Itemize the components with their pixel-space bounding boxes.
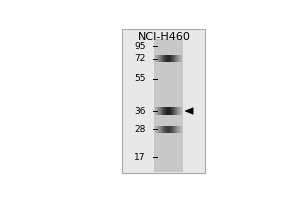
Bar — [161, 126, 162, 133]
Bar — [171, 126, 172, 133]
Bar — [178, 107, 179, 115]
Bar — [177, 55, 178, 62]
Bar — [179, 55, 180, 62]
Bar — [179, 126, 180, 133]
Bar — [158, 55, 159, 62]
Bar — [162, 126, 163, 133]
Bar — [164, 126, 165, 133]
Bar — [178, 126, 179, 133]
Bar — [178, 55, 179, 62]
Bar — [172, 55, 173, 62]
Bar — [155, 107, 156, 115]
Bar — [159, 107, 160, 115]
Bar — [157, 126, 158, 133]
Bar — [177, 107, 178, 115]
Bar — [177, 126, 178, 133]
Text: NCI-H460: NCI-H460 — [138, 32, 191, 42]
Bar — [160, 107, 161, 115]
Bar — [176, 55, 177, 62]
Bar — [165, 55, 166, 62]
Bar — [181, 126, 182, 133]
Bar — [161, 55, 162, 62]
Text: 17: 17 — [134, 153, 146, 162]
Bar — [168, 107, 169, 115]
Bar — [179, 107, 180, 115]
Bar — [174, 107, 175, 115]
Bar — [171, 55, 172, 62]
Text: 72: 72 — [134, 54, 146, 63]
Bar — [169, 55, 170, 62]
Bar — [154, 39, 183, 172]
Bar — [169, 55, 170, 62]
Bar — [160, 55, 161, 62]
Bar — [156, 55, 157, 62]
Bar — [173, 126, 174, 133]
Bar — [160, 126, 161, 133]
Bar — [162, 55, 163, 62]
Bar — [168, 126, 169, 133]
Bar — [166, 126, 167, 133]
Bar — [174, 55, 175, 62]
Bar — [169, 107, 170, 115]
Bar — [159, 55, 160, 62]
Bar — [165, 126, 166, 133]
Bar — [170, 55, 171, 62]
Bar — [180, 55, 181, 62]
Bar — [173, 107, 174, 115]
Text: 95: 95 — [134, 42, 146, 51]
Bar — [155, 55, 156, 62]
Bar — [163, 55, 164, 62]
Text: 28: 28 — [134, 125, 146, 134]
Bar — [161, 107, 162, 115]
Bar — [155, 126, 156, 133]
Bar — [180, 107, 181, 115]
Bar — [157, 55, 158, 62]
Bar — [172, 107, 173, 115]
Bar — [158, 107, 159, 115]
Bar — [181, 107, 182, 115]
Text: 55: 55 — [134, 74, 146, 83]
Bar — [166, 55, 167, 62]
Bar — [164, 107, 165, 115]
Bar — [174, 126, 175, 133]
Bar — [165, 107, 166, 115]
Bar — [176, 107, 177, 115]
Bar — [170, 126, 171, 133]
Bar — [170, 107, 171, 115]
Bar — [176, 126, 177, 133]
Bar — [173, 55, 174, 62]
Bar — [156, 126, 157, 133]
Bar — [156, 107, 157, 115]
Bar — [180, 126, 181, 133]
Bar — [157, 107, 158, 115]
Text: 36: 36 — [134, 107, 146, 116]
Bar — [162, 107, 163, 115]
Bar — [166, 107, 167, 115]
Bar — [163, 126, 164, 133]
Bar — [167, 126, 168, 133]
Bar — [181, 55, 182, 62]
Bar — [172, 126, 173, 133]
Bar — [167, 107, 168, 115]
Bar — [159, 126, 160, 133]
Bar — [169, 126, 170, 133]
Bar — [164, 55, 165, 62]
Bar — [169, 107, 170, 115]
Polygon shape — [185, 108, 193, 114]
Bar — [122, 29, 205, 173]
Bar — [169, 126, 170, 133]
Bar — [168, 55, 169, 62]
Bar — [167, 55, 168, 62]
Bar — [163, 107, 164, 115]
Bar — [158, 126, 159, 133]
Bar — [171, 107, 172, 115]
